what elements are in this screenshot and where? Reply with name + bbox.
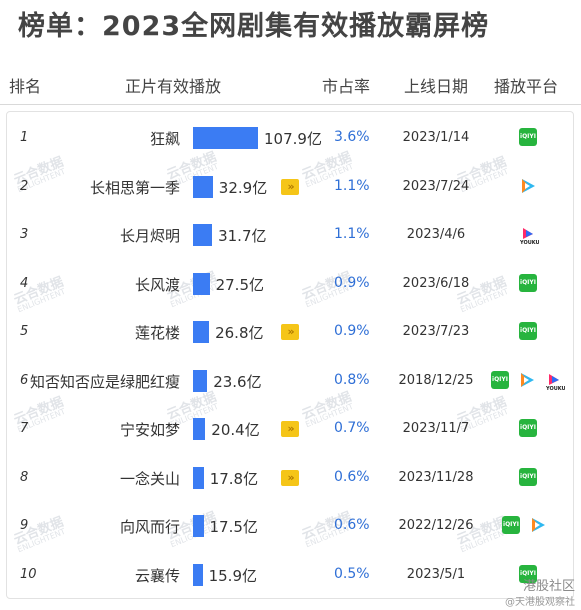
exclusive-badge-icon: »	[281, 469, 299, 486]
play-value: 23.6亿	[213, 372, 262, 391]
rank-number: 1	[20, 130, 29, 145]
release-date: 2023/1/14	[402, 130, 470, 145]
rank-number: 10	[20, 566, 37, 582]
footer-badge: 港股社区	[522, 579, 575, 594]
show-title: 长月烬明	[119, 227, 180, 245]
show-title: 向风而行	[119, 518, 180, 536]
market-share: 0.9%	[334, 274, 370, 291]
show-title: 长相思第一季	[89, 178, 180, 197]
show-title: 知否知否应是绿肥红瘦	[29, 372, 180, 391]
release-date: 2022/12/26	[398, 518, 474, 533]
market-share: 0.6%	[334, 468, 370, 485]
iqiyi-icon: iQIYI	[519, 467, 537, 486]
table-header: 排名 正片有效播放 市占率 上线日期 播放平台	[0, 64, 581, 104]
play-value: 26.8亿	[215, 324, 264, 342]
play-bar	[193, 369, 208, 392]
table-row: 8 一念关山 17.8亿 » 0.6% 2023/11/28 iQIYI	[0, 454, 581, 503]
rank-number: 9	[20, 518, 29, 533]
show-title: 莲花楼	[134, 324, 180, 342]
market-share: 0.5%	[334, 565, 370, 582]
exclusive-badge-icon: »	[281, 178, 299, 195]
iqiyi-icon: iQIYI	[519, 128, 537, 146]
tencent-video-icon	[519, 177, 537, 195]
play-bar	[193, 321, 210, 343]
market-share: 3.6%	[334, 129, 370, 145]
play-value: 20.4亿	[211, 421, 260, 439]
header-divider	[0, 104, 581, 105]
tencent-video-icon	[518, 371, 536, 389]
iqiyi-icon: iQIYI	[519, 273, 537, 292]
market-share: 0.8%	[334, 371, 370, 388]
svg-text:YOUKU: YOUKU	[519, 240, 539, 245]
market-share: 0.6%	[334, 517, 370, 533]
release-date: 2018/12/25	[398, 372, 474, 388]
table-row: 2 长相思第一季 32.9亿 » 1.1% 2023/7/24	[0, 163, 581, 212]
table-row: 4 长风渡 27.5亿 0.9% 2023/6/18 iQIYI	[0, 260, 581, 309]
table-row: 5 莲花楼 26.8亿 » 0.9% 2023/7/23 iQIYI	[0, 308, 581, 357]
release-date: 2023/11/7	[402, 421, 470, 436]
market-share: 1.1%	[334, 226, 370, 242]
table-row: 10 云襄传 15.9亿 0.5% 2023/5/1 iQIYI	[0, 551, 581, 600]
play-value: 17.8亿	[209, 469, 259, 488]
table-row: 6 知否知否应是绿肥红瘦 23.6亿 0.8% 2018/12/25 iQIYI YOUKU	[0, 357, 581, 406]
play-value: 17.5亿	[209, 518, 258, 536]
tencent-video-icon	[529, 516, 547, 534]
column-title-play: 正片有效播放	[125, 77, 222, 96]
play-value: 15.9亿	[208, 566, 257, 585]
youku-icon: YOUKU	[545, 371, 565, 391]
show-title: 云襄传	[134, 566, 180, 585]
column-platform: 播放平台	[494, 77, 559, 96]
exclusive-badge-icon: »	[281, 324, 299, 340]
exclusive-badge-icon: »	[281, 421, 299, 437]
market-share: 0.9%	[334, 323, 370, 339]
release-date: 2023/6/18	[402, 275, 470, 291]
rank-number: 6	[20, 372, 29, 388]
column-rank: 排名	[9, 77, 42, 96]
iqiyi-icon: iQIYI	[519, 419, 537, 437]
rank-number: 8	[20, 469, 29, 485]
table-row: 1 狂飙 107.9亿 3.6% 2023/1/14 iQIYI	[0, 114, 581, 163]
page-title: 榜单：2023全网剧集有效播放霸屏榜	[18, 11, 490, 42]
play-bar	[193, 224, 213, 246]
market-share: 1.1%	[334, 177, 370, 194]
play-bar	[193, 466, 204, 489]
rank-number: 2	[20, 178, 29, 194]
release-date: 2023/5/1	[406, 566, 466, 582]
market-share: 0.7%	[334, 420, 370, 436]
iqiyi-icon: iQIYI	[491, 370, 509, 389]
rank-number: 5	[20, 324, 29, 339]
play-bar	[193, 515, 204, 537]
play-value: 31.7亿	[218, 227, 267, 245]
play-value: 27.5亿	[215, 275, 264, 294]
table-row: 7 宁安如梦 20.4亿 » 0.7% 2023/11/7 iQIYI	[0, 405, 581, 454]
play-bar	[193, 272, 210, 295]
rank-number: 4	[20, 275, 29, 291]
release-date: 2023/7/24	[402, 178, 470, 194]
footer-sub: @天港股观察社	[505, 597, 575, 608]
table-row: 3 长月烬明 31.7亿 1.1% 2023/4/6 YOUKU	[0, 211, 581, 260]
play-value: 107.9亿	[264, 130, 322, 148]
show-title: 一念关山	[119, 469, 180, 488]
play-bar	[193, 563, 203, 586]
play-value: 32.9亿	[218, 178, 268, 197]
iqiyi-icon: iQIYI	[519, 564, 537, 583]
show-title: 宁安如梦	[119, 421, 180, 439]
iqiyi-icon: iQIYI	[502, 516, 520, 534]
play-bar	[193, 418, 206, 440]
svg-text:YOUKU: YOUKU	[545, 386, 565, 391]
table-row: 9 向风而行 17.5亿 0.6% 2022/12/26 iQIYI	[0, 502, 581, 551]
column-release: 上线日期	[404, 77, 469, 96]
release-date: 2023/7/23	[402, 324, 470, 339]
show-title: 长风渡	[134, 275, 180, 294]
release-date: 2023/11/28	[398, 469, 474, 485]
column-share: 市占率	[322, 77, 371, 96]
rank-number: 7	[20, 421, 29, 436]
rank-number: 3	[20, 227, 29, 242]
play-bar	[193, 127, 258, 149]
play-bar	[193, 175, 213, 198]
show-title: 狂飙	[149, 130, 180, 148]
youku-icon: YOUKU	[519, 225, 539, 245]
release-date: 2023/4/6	[406, 227, 466, 242]
iqiyi-icon: iQIYI	[519, 322, 537, 340]
